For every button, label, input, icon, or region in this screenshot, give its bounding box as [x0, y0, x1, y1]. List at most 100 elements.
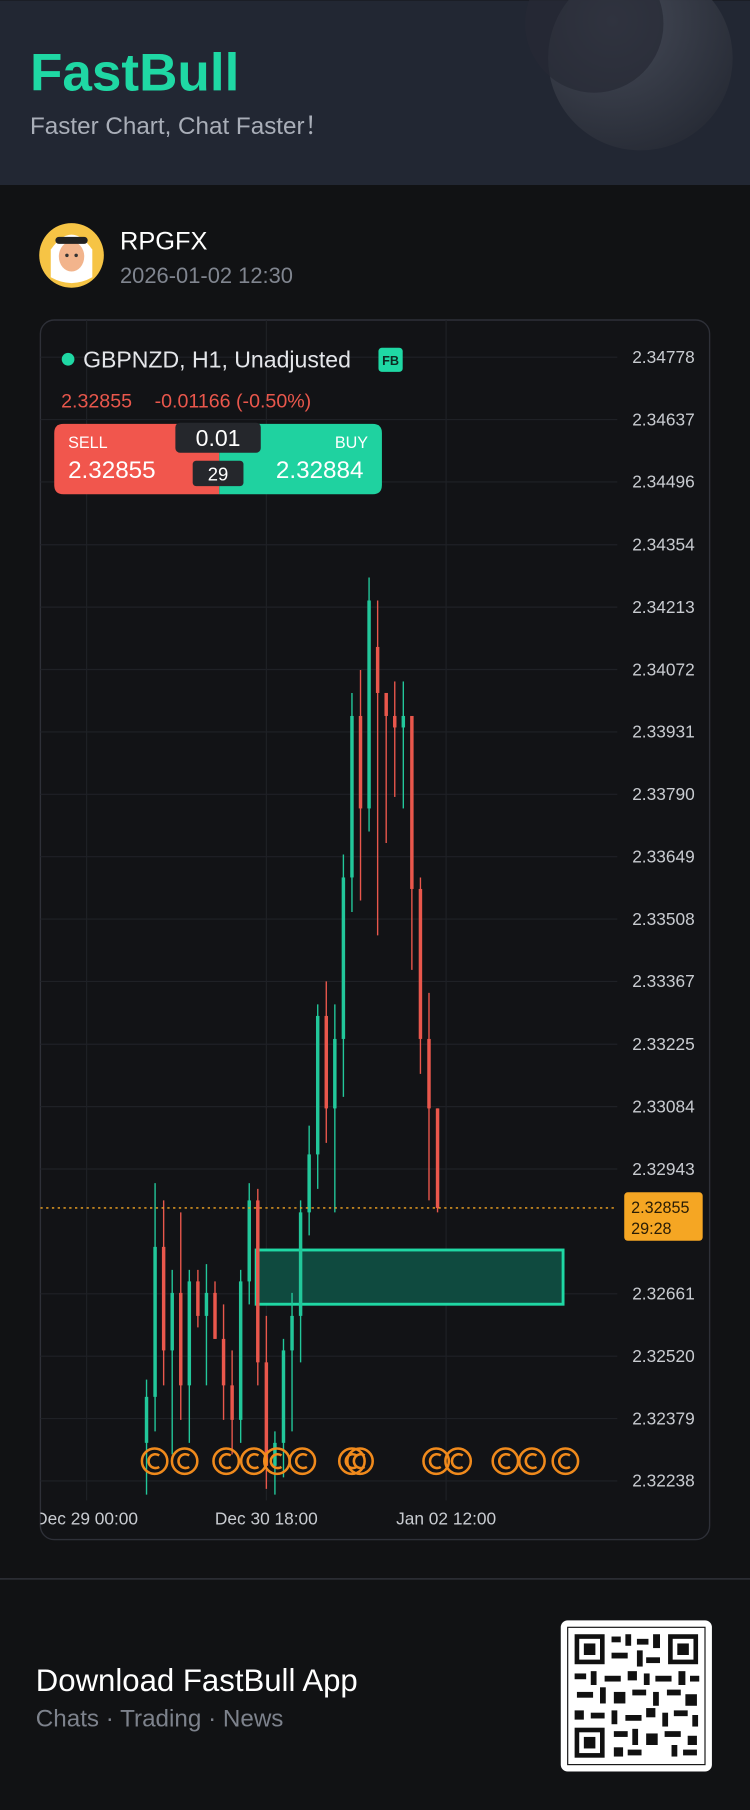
- spread: 29: [208, 463, 229, 484]
- price-tag: 2.32855 29:28: [624, 1192, 703, 1241]
- candle-body: [410, 715, 414, 889]
- marker: [212, 1447, 241, 1476]
- candle-body: [213, 1292, 217, 1339]
- y-tick-label: 2.32238: [632, 1471, 695, 1491]
- quote-change: -0.01166 (-0.50%): [155, 391, 312, 413]
- candle-body: [418, 888, 423, 1039]
- y-tick-label: 2.32379: [632, 1408, 695, 1428]
- candle-body: [256, 1200, 260, 1363]
- candle-body: [170, 1292, 174, 1351]
- candle-body: [367, 600, 371, 809]
- candle-body: [324, 1015, 329, 1109]
- candles: [144, 577, 440, 1495]
- y-tick-label: 2.33790: [632, 784, 695, 804]
- marker: [170, 1447, 199, 1476]
- footer-subtitle: Chats · Trading · News: [36, 1706, 284, 1733]
- candle-body: [384, 692, 388, 716]
- candle-body: [358, 715, 363, 809]
- candle-body: [393, 715, 397, 728]
- y-tick-label: 2.32943: [632, 1159, 695, 1179]
- candle-body: [307, 1154, 311, 1213]
- chart-frame: [39, 319, 711, 1541]
- candle-body: [238, 1281, 243, 1420]
- candle-body: [341, 877, 346, 1039]
- trade-panel: SELL 2.32855 BUY 2.32884 0.01 29: [54, 422, 382, 495]
- marker: [551, 1447, 580, 1476]
- candle-body: [315, 1015, 320, 1155]
- buy-label: BUY: [335, 434, 368, 452]
- plot-area: Dec 29 00:00 Dec 30 18:00 Jan 02 12:00: [35, 320, 618, 1529]
- qr-code[interactable]: [560, 1620, 712, 1772]
- price-tag-countdown: 29:28: [631, 1220, 671, 1238]
- sell-label: SELL: [68, 434, 108, 452]
- y-tick-label: 2.32520: [632, 1346, 695, 1366]
- footer-title: Download FastBull App: [36, 1663, 358, 1698]
- symbol: GBPNZD, H1, Unadjusted: [83, 346, 351, 372]
- x-tick-label: Dec 30 18:00: [215, 1509, 318, 1529]
- candle-body: [401, 715, 406, 728]
- candle-body: [161, 1246, 166, 1351]
- y-tick-label: 2.33084: [632, 1096, 695, 1116]
- y-tick-label: 2.33225: [632, 1034, 695, 1054]
- candle-body: [196, 1281, 200, 1316]
- badge: FB: [382, 354, 399, 368]
- candle-body: [298, 1212, 303, 1316]
- post-time: 2026-01-02 12:30: [120, 263, 293, 288]
- marker: [444, 1447, 473, 1476]
- spread-box: [192, 460, 244, 487]
- price-tag-value: 2.32855: [631, 1199, 689, 1217]
- candle-body: [221, 1338, 226, 1386]
- marker: [239, 1447, 268, 1476]
- y-tick-label: 2.34496: [632, 472, 695, 492]
- candle-body: [144, 1396, 149, 1443]
- candle-body: [264, 1362, 269, 1466]
- quote-price: 2.32855: [61, 391, 132, 413]
- price-tag-bg: [624, 1192, 703, 1241]
- candle-body: [333, 1038, 337, 1109]
- y-tick-label: 2.34637: [632, 409, 695, 429]
- user-name: RPGFX: [120, 228, 207, 256]
- y-tick-label: 2.33931: [632, 722, 695, 742]
- zone-box: [254, 1248, 565, 1306]
- lot-box[interactable]: [175, 422, 261, 453]
- candle-body: [153, 1246, 157, 1397]
- badge-bg: [378, 347, 403, 372]
- y-tick-label: 2.34072: [632, 659, 695, 679]
- buy-price: 2.32884: [276, 457, 364, 484]
- x-tick-label: Dec 29 00:00: [35, 1509, 138, 1529]
- sell-price: 2.32855: [68, 457, 156, 484]
- y-tick-label: 2.33649: [632, 846, 695, 866]
- brand: FastBull: [30, 43, 239, 102]
- status-dot: [61, 352, 75, 366]
- marker: [288, 1447, 317, 1476]
- candle-body: [204, 1292, 209, 1316]
- marker: [422, 1447, 451, 1476]
- candle-body: [187, 1281, 192, 1386]
- candle-body: [230, 1385, 234, 1420]
- lot-size: 0.01: [196, 425, 241, 451]
- candle-body: [375, 646, 380, 693]
- candle-body: [247, 1200, 251, 1282]
- marker: [517, 1447, 546, 1476]
- marker: [337, 1447, 366, 1476]
- candle-body: [427, 1038, 431, 1109]
- candle-body: [435, 1108, 440, 1208]
- candle-body: [281, 1350, 286, 1443]
- event-markers: [140, 1447, 580, 1476]
- header-orb: [525, 0, 664, 93]
- x-axis: Dec 29 00:00 Dec 30 18:00 Jan 02 12:00: [35, 1509, 496, 1529]
- y-tick-label: 2.34354: [632, 535, 695, 555]
- y-tick-label: 2.32661: [632, 1284, 695, 1304]
- y-tick-label: 2.33367: [632, 971, 695, 991]
- marker: [140, 1447, 169, 1476]
- avatar: [39, 223, 104, 288]
- tagline: Faster Chart, Chat Faster！: [30, 113, 329, 140]
- marker: [346, 1447, 374, 1476]
- y-axis: 2.34778 2.34637 2.34496 2.34354 2.34213 2.340…: [632, 347, 695, 1491]
- x-tick-label: Jan 02 12:00: [396, 1509, 496, 1529]
- candle-body: [350, 715, 354, 878]
- y-tick-label: 2.34778: [632, 347, 695, 367]
- y-tick-label: 2.33508: [632, 909, 695, 929]
